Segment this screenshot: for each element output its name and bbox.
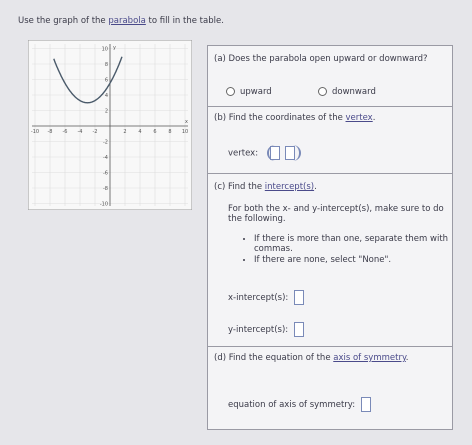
y-intercept-row: y-intercept(s): xyxy=(228,322,305,337)
y-tick-label: -4 xyxy=(103,155,108,161)
axis-row: equation of axis of symmetry: xyxy=(228,397,372,412)
input-x[interactable] xyxy=(269,146,280,160)
y-tick-label: 8 xyxy=(105,62,108,68)
x-tick-label: -10 xyxy=(31,129,39,135)
question-text: . xyxy=(405,353,409,363)
option-label: upward xyxy=(240,87,272,97)
x-tick-label: -2 xyxy=(93,129,98,135)
label: y-intercept(s): xyxy=(228,325,289,335)
label: equation of axis of symmetry: xyxy=(228,400,356,410)
input[interactable] xyxy=(294,322,305,337)
label: vertex: xyxy=(228,148,259,159)
y-tick-label: 6 xyxy=(105,78,108,84)
input-y[interactable] xyxy=(284,146,295,160)
option[interactable]: downward xyxy=(318,87,376,97)
x-intercept-row: x-intercept(s): xyxy=(228,290,305,305)
x-tick-label: -6 xyxy=(63,129,68,135)
x-tick-label: -4 xyxy=(78,129,83,135)
question: (a) Does the parabola open upward or dow… xyxy=(214,54,428,64)
option-label: downward xyxy=(332,87,376,97)
part-b: (b) Find the coordinates of the vertex. … xyxy=(207,106,453,174)
y-tick-label: -8 xyxy=(103,186,108,192)
option[interactable]: upward xyxy=(226,87,272,97)
question-text: (b) Find the coordinates of the xyxy=(214,113,346,123)
input[interactable] xyxy=(294,290,305,305)
x-tick-label: 8 xyxy=(168,129,171,135)
x-tick-label: 10 xyxy=(182,129,188,135)
part-c: (c) Find the intercept(s). For both the … xyxy=(207,173,453,347)
instruction-text: to fill in the table. xyxy=(145,16,224,26)
parabola xyxy=(53,56,123,104)
radio[interactable] xyxy=(226,87,235,96)
x-tick-label: 4 xyxy=(138,129,141,135)
x-tick-label: 6 xyxy=(153,129,156,135)
graph: -10 -8 -6 -4 -2 2 4 6 8 10 10 8 6 4 2 -2 -4 -6 -8 -10 x y xyxy=(28,40,192,210)
question: (d) Find the equation of the axis of sym… xyxy=(214,353,408,363)
question-text: . xyxy=(314,182,317,192)
x-tick-label: 2 xyxy=(123,129,126,135)
question-text: (c) Find the xyxy=(214,182,265,192)
x-axis-label: x xyxy=(185,119,188,125)
question: (c) Find the intercept(s). xyxy=(214,182,317,192)
instruction: Use the graph of the parabola to fill in… xyxy=(18,16,224,26)
y-axis-label: y xyxy=(113,45,116,51)
intercepts-link[interactable]: intercept(s) xyxy=(264,182,315,192)
axis-link[interactable]: axis of symmetry xyxy=(333,353,406,363)
label: x-intercept(s): xyxy=(228,293,289,303)
y-tick-label: 4 xyxy=(105,93,108,99)
vertex-link[interactable]: vertex xyxy=(345,113,373,123)
y-tick-label: -2 xyxy=(103,140,108,146)
radio[interactable] xyxy=(318,87,327,96)
part-a: (a) Does the parabola open upward or dow… xyxy=(207,45,453,107)
input[interactable] xyxy=(361,397,372,412)
instruction-text: Use the graph of the xyxy=(18,16,109,26)
question: (b) Find the coordinates of the vertex. xyxy=(214,113,375,123)
y-tick-label: -10 xyxy=(100,202,108,208)
vertex-row: vertex: xyxy=(228,145,301,161)
y-tick-label: 2 xyxy=(105,109,108,115)
part-d: (d) Find the equation of the axis of sym… xyxy=(207,346,453,430)
question-text: . xyxy=(372,113,376,123)
question-text: (d) Find the equation of the xyxy=(214,353,334,363)
parabola-link[interactable]: parabola xyxy=(108,16,146,26)
y-tick-label: 10 xyxy=(102,47,108,53)
bullet: If there is more than one, separate them… xyxy=(254,234,454,254)
vertex-input[interactable] xyxy=(266,145,301,161)
bullet: If there are none, select "None". xyxy=(254,255,454,265)
y-tick-label: -6 xyxy=(103,171,108,177)
bullets: If there is more than one, separate them… xyxy=(228,234,454,266)
instructions: For both the x- and y-intercept(s), make… xyxy=(228,204,444,224)
x-tick-label: -8 xyxy=(48,129,53,135)
